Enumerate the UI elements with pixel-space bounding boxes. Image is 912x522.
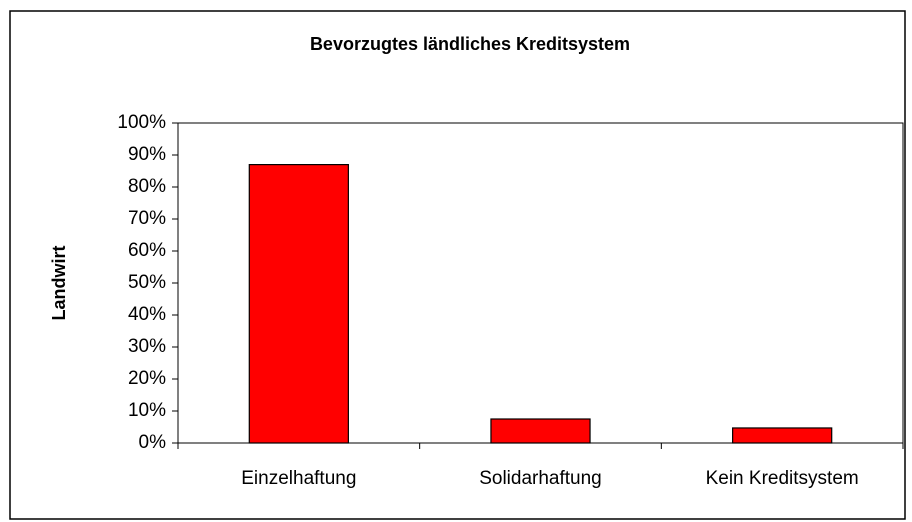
y-tick-label: 90% bbox=[128, 144, 166, 165]
x-tick-label: Solidarhaftung bbox=[479, 468, 602, 489]
bar bbox=[732, 427, 833, 444]
y-tick-label: 50% bbox=[128, 272, 166, 293]
bar bbox=[248, 164, 349, 444]
bar bbox=[490, 418, 591, 444]
y-tick-label: 60% bbox=[128, 240, 166, 261]
y-tick-label: 70% bbox=[128, 208, 166, 229]
y-tick-label: 20% bbox=[128, 368, 166, 389]
x-tick-label: Kein Kreditsystem bbox=[706, 468, 859, 489]
x-tick-label: Einzelhaftung bbox=[241, 468, 356, 489]
y-tick-label: 80% bbox=[128, 176, 166, 197]
y-tick-label: 10% bbox=[128, 400, 166, 421]
chart-title: Bevorzugtes ländliches Kreditsystem bbox=[310, 34, 630, 54]
y-tick-label: 30% bbox=[128, 336, 166, 357]
y-tick-label: 0% bbox=[139, 432, 167, 453]
y-tick-label: 100% bbox=[117, 112, 166, 133]
y-axis-label: Landwirt bbox=[49, 245, 69, 320]
y-tick-label: 40% bbox=[128, 304, 166, 325]
